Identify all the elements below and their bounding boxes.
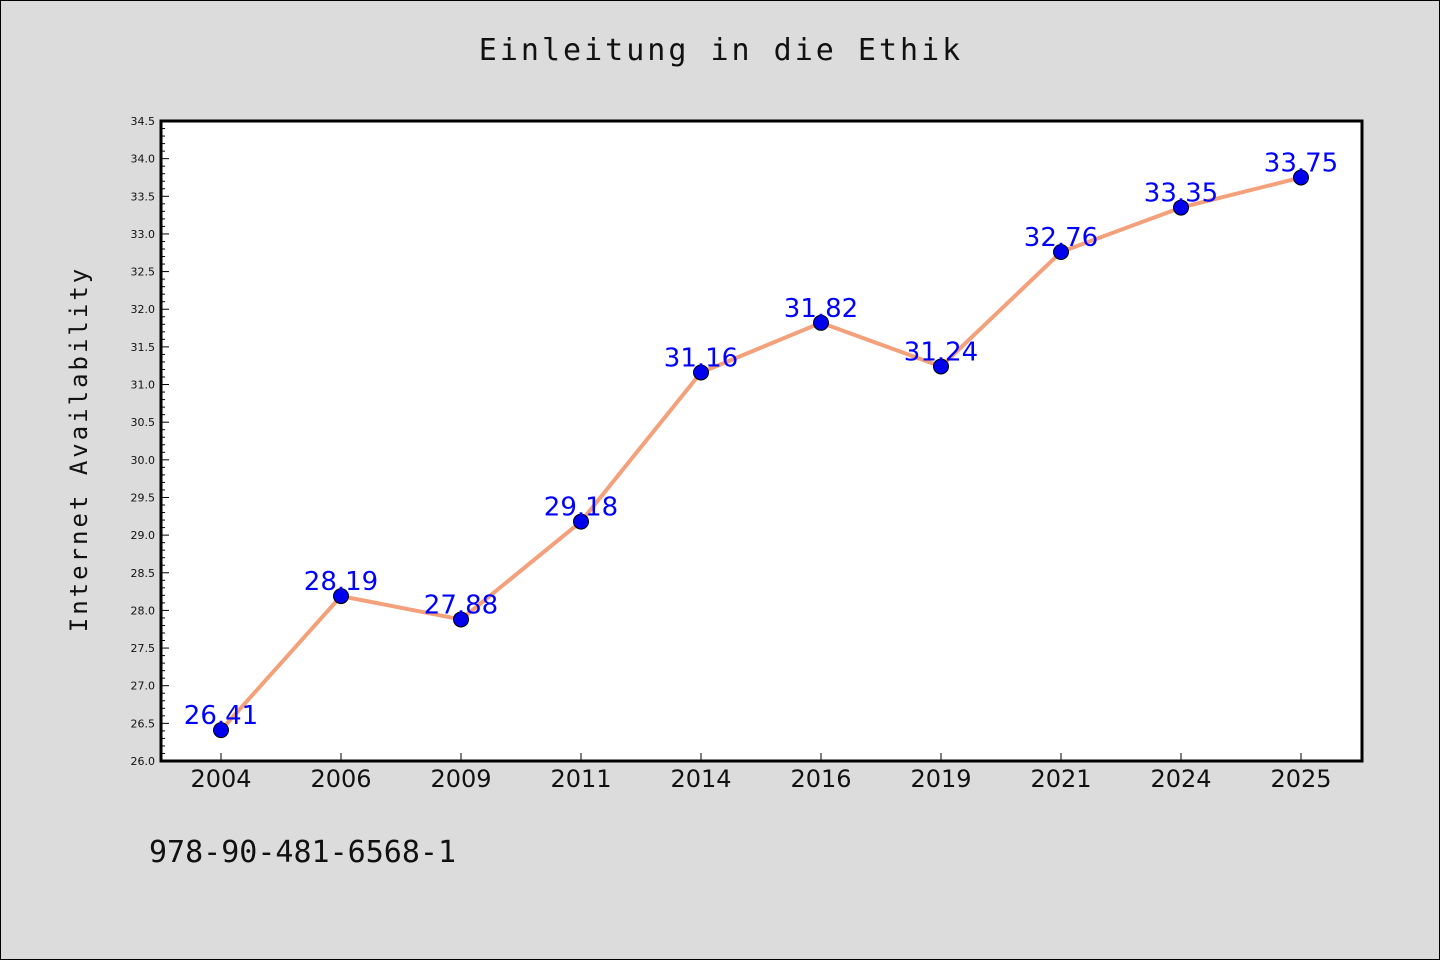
y-tick-label: 28.0 — [131, 604, 156, 617]
data-label: 28.19 — [304, 567, 378, 597]
data-label: 31.24 — [904, 337, 978, 367]
data-point — [693, 364, 709, 381]
x-tick-label: 2025 — [1270, 765, 1331, 793]
y-tick-label: 30.0 — [131, 454, 156, 467]
x-tick-label: 2011 — [550, 765, 611, 793]
y-tick-label: 34.5 — [131, 115, 156, 128]
y-tick-label: 29.0 — [131, 529, 156, 542]
data-label: 31.16 — [664, 343, 738, 373]
y-tick-label: 28.5 — [131, 567, 156, 580]
y-tick-label: 27.5 — [131, 642, 156, 655]
data-label: 29.18 — [544, 493, 618, 523]
y-tick-label: 30.5 — [131, 416, 156, 429]
series-line — [219, 175, 1302, 732]
x-tick-label: 2024 — [1150, 765, 1211, 793]
y-tick-label: 29.5 — [131, 491, 156, 504]
data-point — [213, 722, 229, 739]
y-tick-label: 33.5 — [131, 190, 156, 203]
data-point — [333, 588, 349, 605]
y-tick-label: 26.5 — [131, 717, 156, 730]
data-label: 31.82 — [784, 294, 858, 324]
data-point — [573, 513, 589, 530]
y-tick-label: 31.0 — [131, 379, 156, 392]
plot-area — [159, 119, 1364, 763]
data-label: 27.88 — [424, 590, 498, 620]
y-tick-label: 34.0 — [131, 153, 156, 166]
data-point — [813, 314, 829, 331]
data-point — [1053, 244, 1069, 261]
data-label: 26.41 — [184, 701, 258, 731]
chart-title: Einleitung in die Ethik — [478, 33, 964, 68]
data-label: 33.35 — [1144, 179, 1218, 209]
isbn-label: 978-90-481-6568-1 — [149, 835, 457, 870]
data-point — [1293, 169, 1309, 186]
x-tick-label: 2004 — [190, 765, 251, 793]
y-tick-label: 31.5 — [131, 341, 156, 354]
y-tick-label: 27.0 — [131, 680, 156, 693]
x-tick-label: 2014 — [670, 765, 731, 793]
y-tick-label: 32.5 — [131, 266, 156, 279]
x-tick-label: 2021 — [1030, 765, 1091, 793]
data-label: 33.75 — [1264, 148, 1338, 178]
x-tick-label: 2019 — [910, 765, 971, 793]
data-point — [453, 611, 469, 628]
data-label: 32.76 — [1024, 223, 1098, 253]
y-tick-label: 26.0 — [131, 755, 156, 768]
x-tick-label: 2009 — [430, 765, 491, 793]
x-tick-label: 2006 — [310, 765, 371, 793]
y-tick-label: 33.0 — [131, 228, 156, 241]
x-tick-label: 2016 — [790, 765, 851, 793]
y-tick-label: 32.0 — [131, 303, 156, 316]
data-point — [1173, 199, 1189, 216]
data-point — [933, 358, 949, 375]
